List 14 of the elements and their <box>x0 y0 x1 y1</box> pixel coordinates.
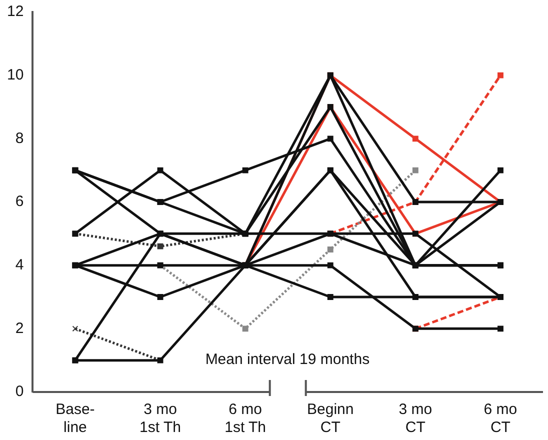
x-tick-label: Base- line <box>56 401 95 436</box>
x-tick-label: Beginn CT <box>307 401 354 436</box>
annotation: Mean interval 19 months <box>205 351 370 368</box>
y-tick-label: 4 <box>15 256 24 274</box>
x-tick-label: 3 mo 1st Th <box>140 401 181 436</box>
y-tick-label: 12 <box>6 3 24 20</box>
y-tick-label: 0 <box>15 383 24 400</box>
y-tick-label: 8 <box>15 130 24 147</box>
y-tick-label: 6 <box>15 193 24 210</box>
y-tick-label: 2 <box>15 320 24 337</box>
x-tick-label: 6 mo CT <box>484 401 518 436</box>
y-tick-label: 10 <box>6 66 24 84</box>
x-tick-label: 6 mo 1st Th <box>224 401 266 436</box>
x-tick-label: 3 mo CT <box>398 401 432 436</box>
